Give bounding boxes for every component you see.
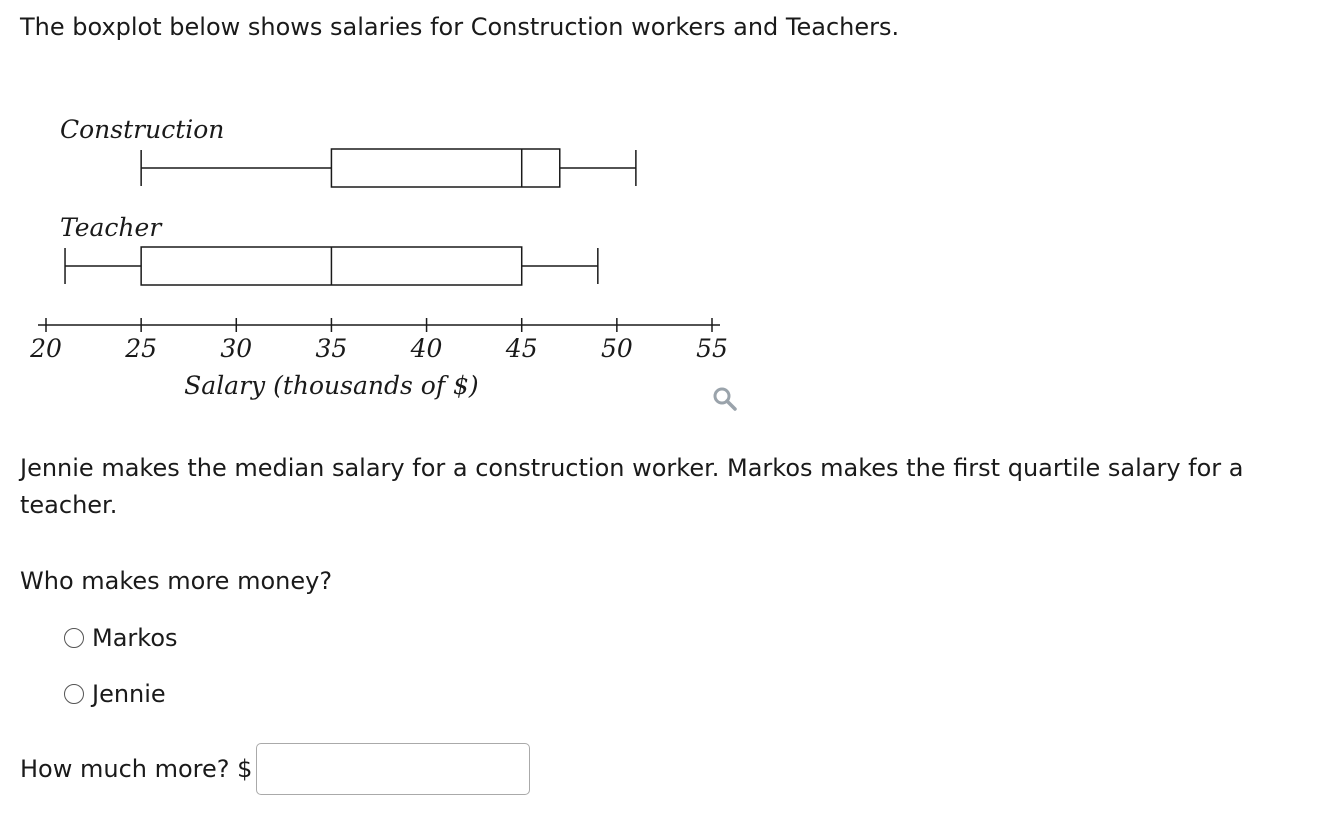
choice-jennie[interactable]: Jennie (64, 678, 166, 710)
x-tick-label-40: 40 (410, 334, 443, 363)
radio-button-jennie[interactable] (64, 684, 84, 704)
construction-box (330, 148, 561, 188)
amount-row: How much more? $ (20, 742, 531, 796)
magnifier-icon[interactable] (710, 384, 740, 414)
x-tick-label-45: 45 (505, 334, 538, 363)
x-axis-title: Salary (thousands of $) (184, 371, 479, 400)
x-tick-label-55: 55 (696, 334, 728, 363)
x-tick-label-50: 50 (601, 334, 633, 363)
choice-label-markos: Markos (92, 624, 178, 652)
x-tick-label-20: 20 (29, 334, 62, 363)
amount-label: How much more? $ (20, 755, 253, 783)
choice-label-jennie: Jennie (92, 680, 166, 708)
salary-boxplot: Construction Teacher 20 25 30 35 40 45 50 55 Salar… (29, 115, 728, 400)
question-text: Who makes more money? (20, 567, 333, 595)
x-tick-label-35: 35 (316, 334, 348, 363)
radio-button-markos[interactable] (64, 628, 84, 648)
series-label-teacher: Teacher (60, 213, 163, 242)
problem-intro: The boxplot below shows salaries for Con… (20, 13, 900, 41)
choice-markos[interactable]: Markos (64, 622, 178, 654)
x-tick-label-30: 30 (220, 334, 252, 363)
series-label-construction: Construction (60, 115, 224, 144)
problem-statement: Jennie makes the median salary for a con… (20, 454, 1244, 519)
x-tick-label-25: 25 (124, 334, 157, 363)
amount-input[interactable] (256, 743, 531, 795)
